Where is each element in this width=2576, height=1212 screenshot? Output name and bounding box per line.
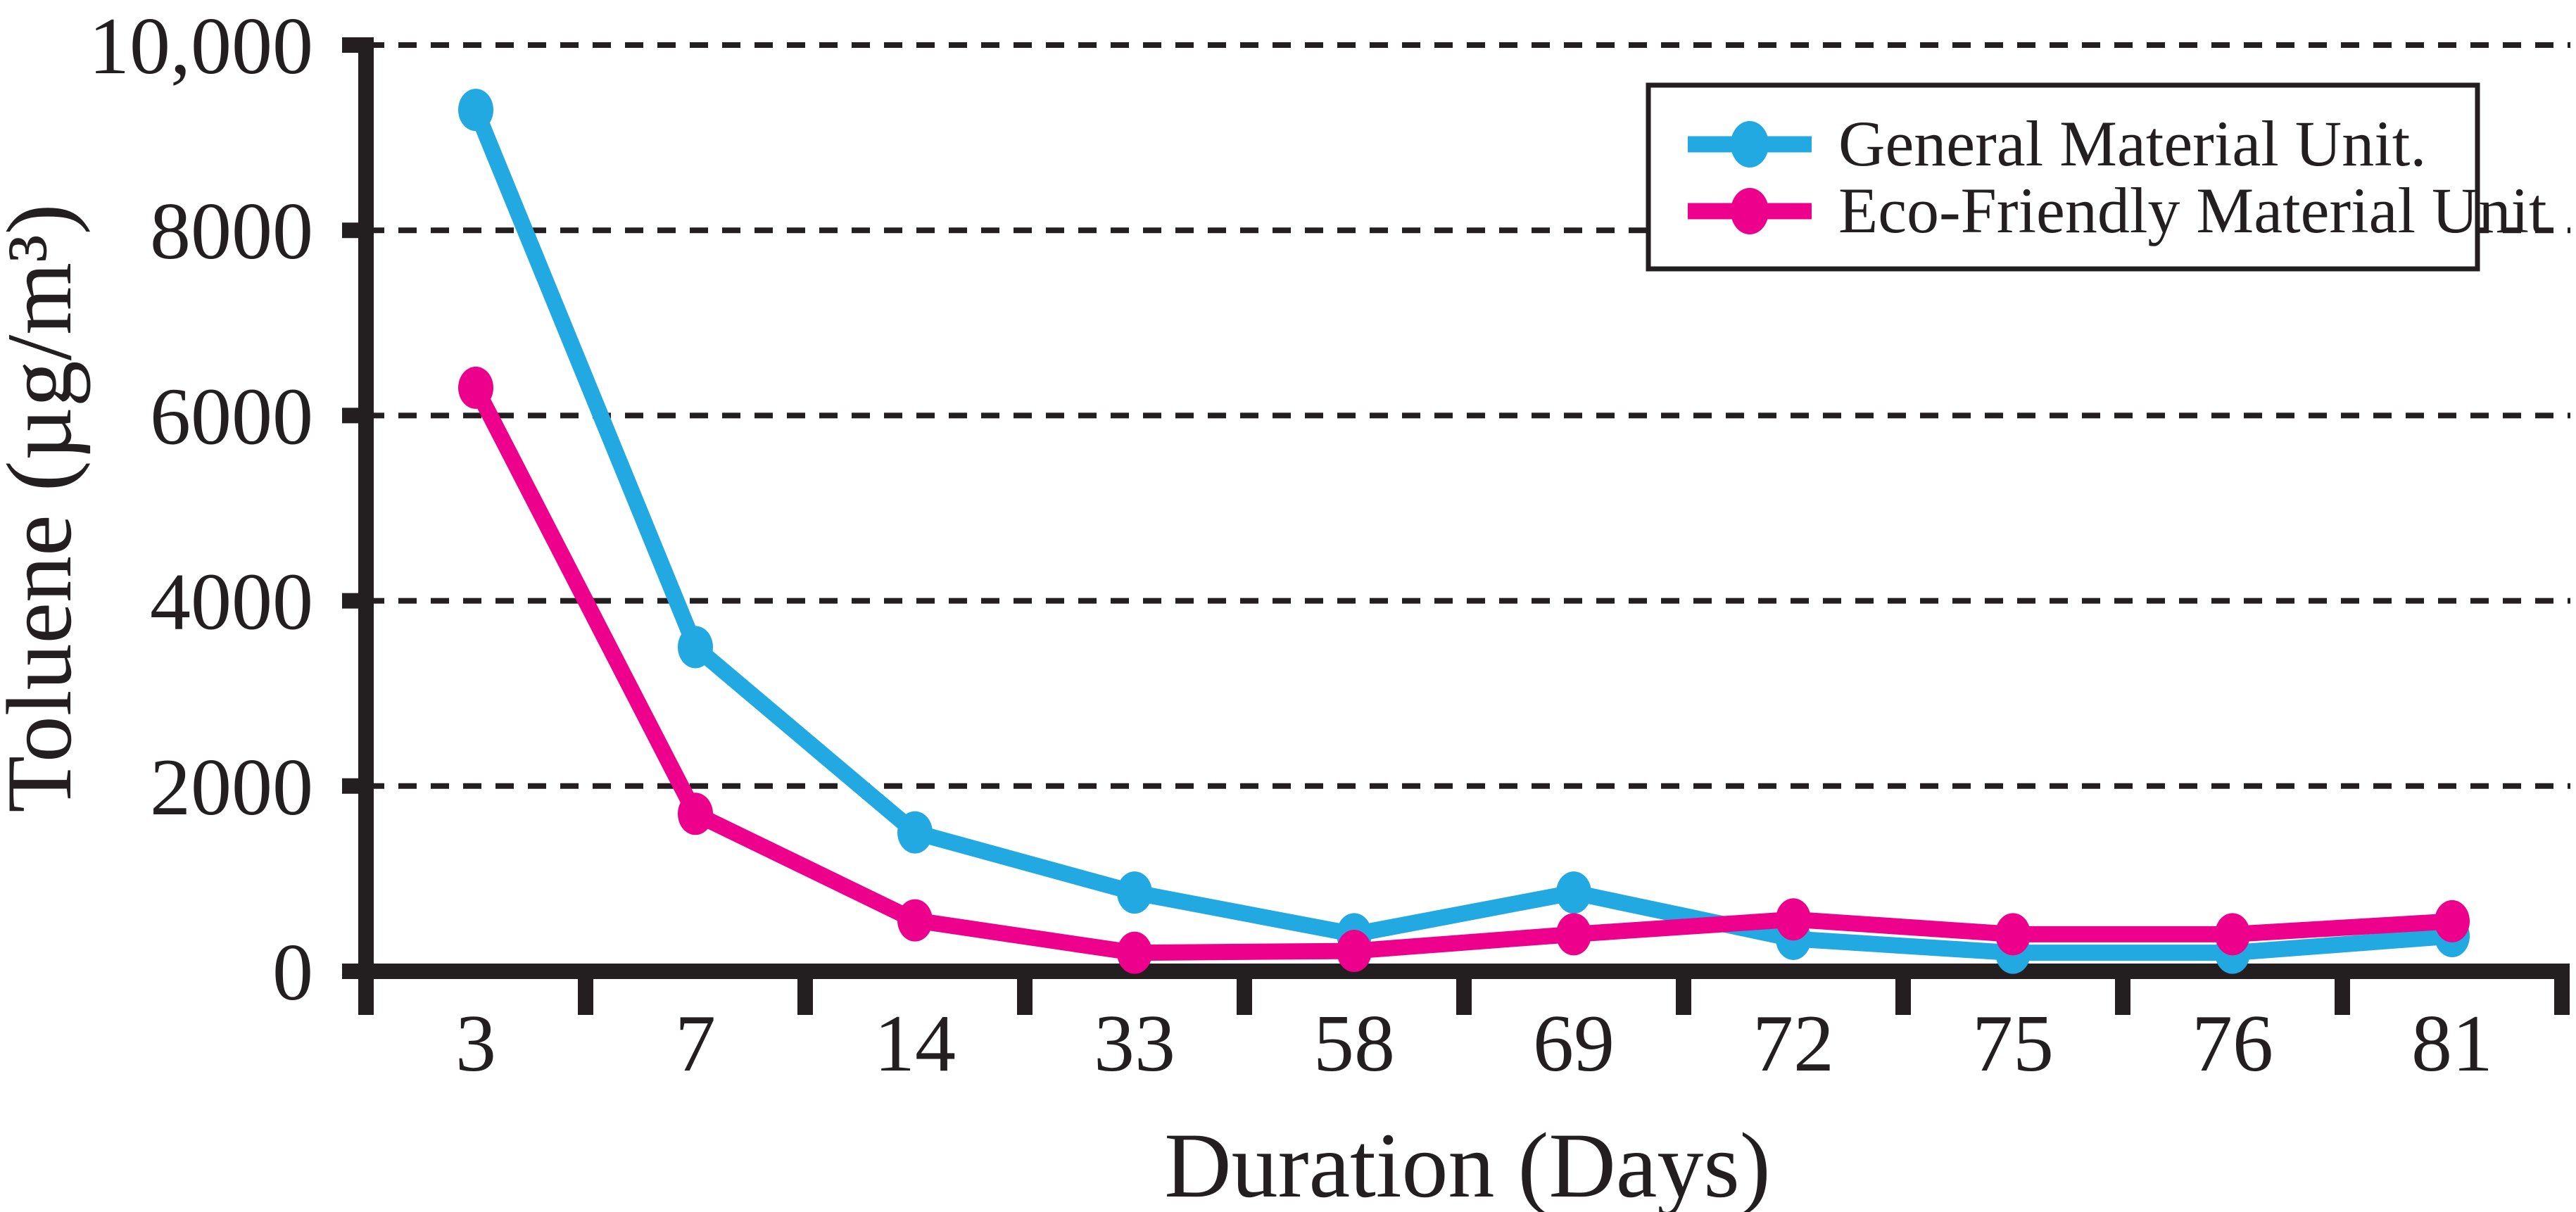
legend-marker-eco <box>1731 188 1769 234</box>
data-point-eco-friendly-material-unit-day-33 <box>1117 931 1152 974</box>
data-point-eco-friendly-material-unit-day-14 <box>897 899 933 942</box>
data-point-general-material-unit-day-14 <box>897 811 933 854</box>
y-tick-label-2000: 2000 <box>150 743 313 833</box>
tick-labels-group: 0 2000 4000 6000 8000 10,000 3 7 14 33 58 69 72 75 76 8… <box>89 1 2493 1089</box>
x-tick-label-72: 72 <box>1753 999 1834 1089</box>
y-tick-label-0: 0 <box>272 928 313 1018</box>
x-axis-title: Duration (Days) <box>1164 1113 1770 1212</box>
data-point-eco-friendly-material-unit-day-75 <box>1995 913 2031 956</box>
data-point-general-material-unit-day-33 <box>1117 871 1152 914</box>
legend-box <box>1646 82 2480 272</box>
y-tick-label-10000: 10,000 <box>89 1 313 91</box>
data-point-general-material-unit-day-3 <box>458 89 493 132</box>
x-tick-label-3: 3 <box>455 999 496 1089</box>
series-group <box>458 89 2470 974</box>
data-point-eco-friendly-material-unit-day-3 <box>458 366 493 409</box>
x-tick-label-76: 76 <box>2192 999 2273 1089</box>
y-tick-label-8000: 8000 <box>150 187 313 277</box>
gridlines-group <box>366 42 2570 789</box>
data-point-eco-friendly-material-unit-day-69 <box>1556 913 1591 956</box>
x-tick-label-7: 7 <box>675 999 716 1089</box>
data-point-general-material-unit-day-69 <box>1556 871 1591 914</box>
y-axis-title: Toluene (µg/m³) <box>0 203 91 812</box>
series-line-eco-friendly-material-unit <box>467 379 2461 961</box>
x-tick-label-81: 81 <box>2411 999 2493 1089</box>
data-point-eco-friendly-material-unit-day-81 <box>2435 899 2470 942</box>
data-point-eco-friendly-material-unit-day-76 <box>2215 913 2250 956</box>
x-tick-label-58: 58 <box>1313 999 1395 1089</box>
series-line-general-material-unit <box>467 101 2461 961</box>
legend-marker-general <box>1731 121 1769 168</box>
x-tick-label-69: 69 <box>1533 999 1615 1089</box>
y-tick-label-4000: 4000 <box>150 557 313 648</box>
tick-marks-group <box>342 37 2570 1015</box>
data-point-general-material-unit-day-7 <box>678 626 713 669</box>
x-tick-label-33: 33 <box>1094 999 1175 1089</box>
data-point-eco-friendly-material-unit-day-7 <box>678 793 713 835</box>
data-point-eco-friendly-material-unit-day-72 <box>1776 898 1811 941</box>
legend: General Material Unit. Eco-Friendly Mate… <box>1646 82 2547 272</box>
data-point-eco-friendly-material-unit-day-58 <box>1337 930 1372 973</box>
y-tick-label-6000: 6000 <box>150 372 313 462</box>
x-tick-label-75: 75 <box>1972 999 2054 1089</box>
legend-label-general: General Material Unit. <box>1838 108 2426 179</box>
x-tick-label-14: 14 <box>874 999 956 1089</box>
legend-label-eco: Eco-Friendly Material Unit <box>1838 175 2547 246</box>
